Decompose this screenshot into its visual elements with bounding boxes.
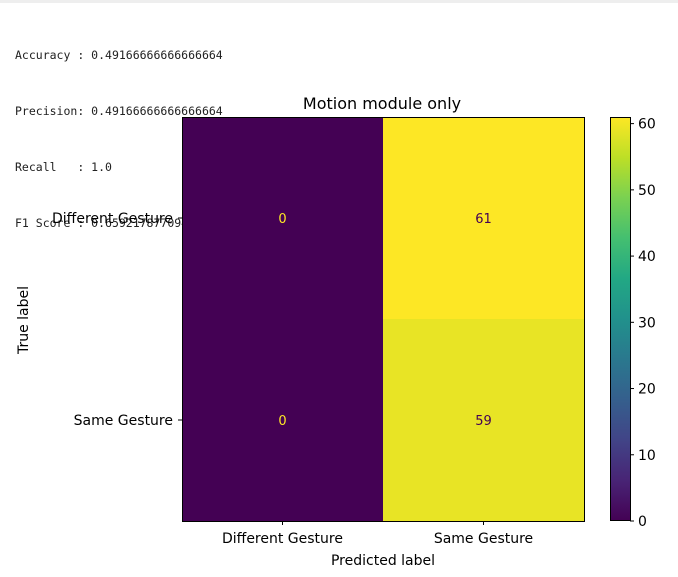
heatmap-cell xyxy=(182,117,384,320)
metric-label: F1 Score xyxy=(15,215,78,230)
heatmap-cell xyxy=(383,319,585,522)
metric-label: Recall xyxy=(15,159,78,174)
colorbar-tick-label: 40 xyxy=(638,249,656,265)
metric-value: 0.49166666666666664 xyxy=(91,103,223,118)
colorbar xyxy=(610,117,630,521)
colorbar-tick-label: 10 xyxy=(638,448,656,464)
colorbar-tick-label: 60 xyxy=(638,117,656,133)
y-axis-label: True label xyxy=(16,286,32,355)
x-axis-ticks: Different Gesture Same Gesture xyxy=(222,521,533,547)
y-tick-label: Same Gesture xyxy=(74,413,173,429)
cell-value-label: 0 xyxy=(278,212,286,227)
x-tick-label: Same Gesture xyxy=(434,531,533,547)
plot-frame xyxy=(182,117,585,522)
metric-precision: Precision: 0.49166666666666664 xyxy=(15,103,223,118)
heatmap-cells xyxy=(182,117,585,522)
y-axis-ticks: Different Gesture Same Gesture xyxy=(52,211,182,429)
cell-value-label: 0 xyxy=(278,414,286,429)
y-tick-label: Different Gesture xyxy=(52,211,173,227)
x-tick-label: Different Gesture xyxy=(222,531,343,547)
colorbar-tick-label: 50 xyxy=(638,183,656,199)
colorbar-tick-label: 0 xyxy=(638,514,647,530)
metrics-output: Accuracy : 0.49166666666666664 Precision… xyxy=(15,9,223,269)
metric-recall: Recall : 1.0 xyxy=(15,159,112,174)
cell-value-labels: 0 61 0 59 xyxy=(278,212,491,429)
colorbar-tick-label: 20 xyxy=(638,382,656,398)
output-divider xyxy=(0,0,678,3)
metric-value: 0.659217877094972 xyxy=(91,215,209,230)
metric-label: Precision xyxy=(15,103,78,118)
x-axis-label: Predicted label xyxy=(331,553,435,569)
colorbar-frame xyxy=(610,117,631,521)
colorbar-tick-label: 30 xyxy=(638,315,656,331)
cell-value-label: 61 xyxy=(475,212,492,227)
metric-f1: F1 Score : 0.659217877094972 xyxy=(15,215,209,230)
metric-accuracy: Accuracy : 0.49166666666666664 xyxy=(15,48,223,63)
colorbar-ticks: 0 10 20 30 40 50 60 xyxy=(630,117,656,530)
chart-title: Motion module only xyxy=(303,94,461,113)
heatmap-cell xyxy=(383,117,585,320)
metric-value: 1.0 xyxy=(91,159,112,174)
metric-value: 0.49166666666666664 xyxy=(91,48,223,63)
cell-value-label: 59 xyxy=(475,414,492,429)
heatmap-cell xyxy=(182,319,384,522)
metric-label: Accuracy xyxy=(15,48,78,63)
